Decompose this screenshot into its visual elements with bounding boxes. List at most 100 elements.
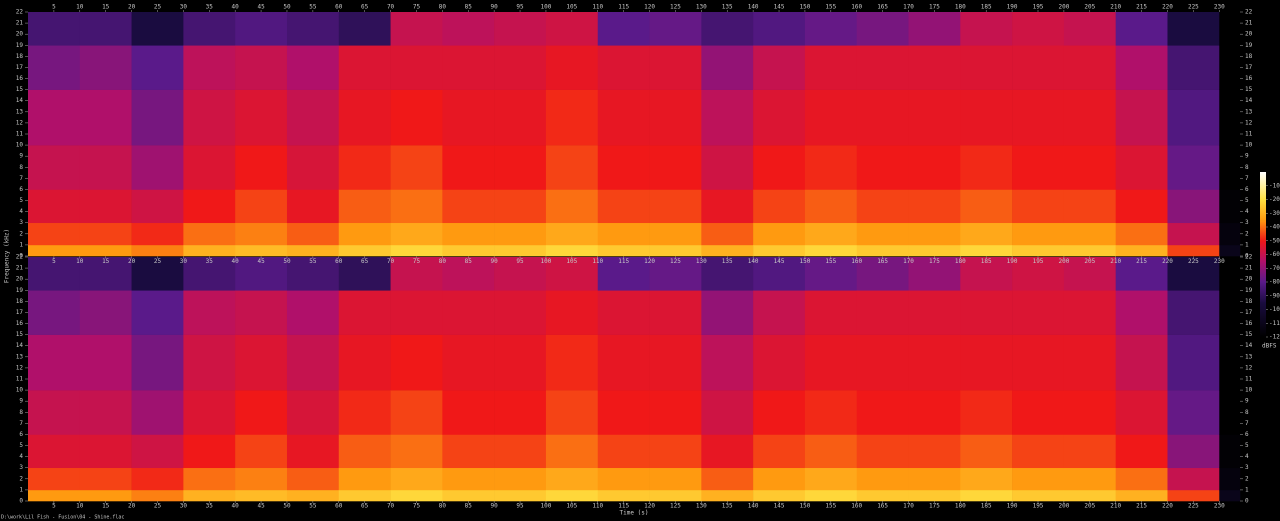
x-tick-label: 195 <box>1033 503 1044 510</box>
spectrogram-cell <box>701 189 754 224</box>
spectrogram-cell <box>131 244 184 257</box>
spectrogram-cell <box>1167 390 1220 435</box>
x-tick-label: 25 <box>154 4 162 11</box>
spectrogram-cell <box>545 12 599 46</box>
y-tick-label: 16 <box>16 320 24 327</box>
y-tick-label: 3 <box>1245 464 1249 471</box>
x-tick-label: 140 <box>748 503 759 510</box>
spectrogram-cell <box>1167 244 1220 257</box>
colorbar-tick-label: -120 <box>1269 334 1280 341</box>
spectrogram-cell <box>908 390 961 435</box>
y-tick-label: 14 <box>16 97 24 104</box>
spectrogram-cell <box>908 257 961 291</box>
y-tick-label: 0 <box>19 498 23 505</box>
x-tick-label: 5 <box>52 258 56 265</box>
spectrogram-cell <box>856 244 909 257</box>
spectrogram-cell <box>701 334 754 391</box>
x-tick-label: 110 <box>592 258 603 265</box>
spectrogram-cell <box>390 257 443 291</box>
spectrogram-cell <box>183 257 236 291</box>
y-tick-label: 10 <box>1245 142 1253 149</box>
x-tick-label: 205 <box>1084 4 1095 11</box>
spectrogram-cell <box>1012 222 1065 246</box>
y-tick-label: 15 <box>1245 331 1253 338</box>
spectrogram-cell <box>1063 189 1116 224</box>
spectrogram-cell <box>390 290 443 335</box>
spectrogram-cell <box>286 489 340 502</box>
spectrogram-cell <box>494 290 547 335</box>
x-tick-label: 230 <box>1214 258 1225 265</box>
spectrogram-cell <box>28 334 81 391</box>
spectrogram-cell <box>856 334 909 391</box>
spectrogram-cell <box>338 334 391 391</box>
x-tick-label: 165 <box>877 4 888 11</box>
spectrogram-cell <box>494 334 547 391</box>
spectrogram-cell <box>1219 45 1241 90</box>
y-tick-label: 6 <box>1245 186 1249 193</box>
x-tick-label: 50 <box>283 4 291 11</box>
spectrogram-cell <box>79 334 132 391</box>
spectrogram-cell <box>649 12 702 46</box>
spectrogram-cell <box>753 489 806 502</box>
spectrogram-cell <box>28 257 81 291</box>
x-tick-label: 55 <box>309 4 317 11</box>
y-tick-label: 19 <box>1245 287 1253 294</box>
colorbar-segment <box>1260 199 1266 221</box>
y-tick-label: 20 <box>16 276 24 283</box>
y-tick-label: 17 <box>1245 64 1253 71</box>
spectrogram-cell <box>390 45 443 90</box>
y-tick-label: 21 <box>1245 265 1253 272</box>
spectrogram-cell <box>804 189 858 224</box>
spectrogram-cell <box>286 434 340 469</box>
spectrogram-cell <box>545 45 599 90</box>
x-tick-label: 25 <box>154 258 162 265</box>
spectrogram-cell <box>28 489 81 502</box>
y-tick-label: 21 <box>16 265 24 272</box>
y-tick-label: 8 <box>1245 164 1249 171</box>
spectrogram-cell <box>494 145 547 190</box>
spectrogram-cell <box>701 467 754 491</box>
spectrogram-cell <box>1115 390 1168 435</box>
spectrogram-cell <box>649 89 702 146</box>
x-tick-label: 155 <box>825 4 836 11</box>
y-tick-label: 2 <box>19 475 23 482</box>
y-tick-label: 2 <box>1245 230 1249 237</box>
spectrogram-cell <box>856 257 909 291</box>
spectrogram-cell <box>390 12 443 46</box>
spectrogram-cell <box>442 334 495 391</box>
spectrogram-cell <box>183 12 236 46</box>
spectrogram-cell <box>597 189 650 224</box>
x-tick-label: 60 <box>335 258 343 265</box>
spectrogram-cell <box>545 257 599 291</box>
spectrogram-cell <box>1167 222 1220 246</box>
y-tick-label: 11 <box>1245 131 1253 138</box>
spectrogram-cell <box>753 244 806 257</box>
spectrogram-cell <box>545 222 599 246</box>
spectrogram-cell <box>183 467 236 491</box>
x-tick-label: 95 <box>516 258 524 265</box>
spectrogram-cell <box>1063 290 1116 335</box>
spectrogram-cell <box>804 434 858 469</box>
spectrogram-cell <box>338 45 391 90</box>
spectrogram-cell <box>1219 467 1241 491</box>
spectrogram-cell <box>338 222 391 246</box>
spectrogram-cell <box>649 489 702 502</box>
spectrogram-cell <box>908 145 961 190</box>
spectrogram-cell <box>960 244 1013 257</box>
y-tick-label: 11 <box>16 376 24 383</box>
y-tick-label: 12 <box>16 119 24 126</box>
spectrogram-cell <box>1167 489 1220 502</box>
spectrogram-cell <box>390 467 443 491</box>
x-tick-label: 65 <box>361 503 369 510</box>
spectrogram-cell <box>701 222 754 246</box>
spectrogram-cell <box>908 434 961 469</box>
spectrogram-cell <box>1012 334 1065 391</box>
x-tick-label: 75 <box>413 4 421 11</box>
x-tick-label: 125 <box>670 258 681 265</box>
spectrogram-cell <box>235 89 288 146</box>
x-tick-label: 175 <box>929 503 940 510</box>
spectrogram-cell <box>960 390 1013 435</box>
y-tick-label: 8 <box>1245 409 1249 416</box>
spectrogram-cell <box>649 334 702 391</box>
colorbar-tick-label: -30 <box>1269 210 1280 217</box>
